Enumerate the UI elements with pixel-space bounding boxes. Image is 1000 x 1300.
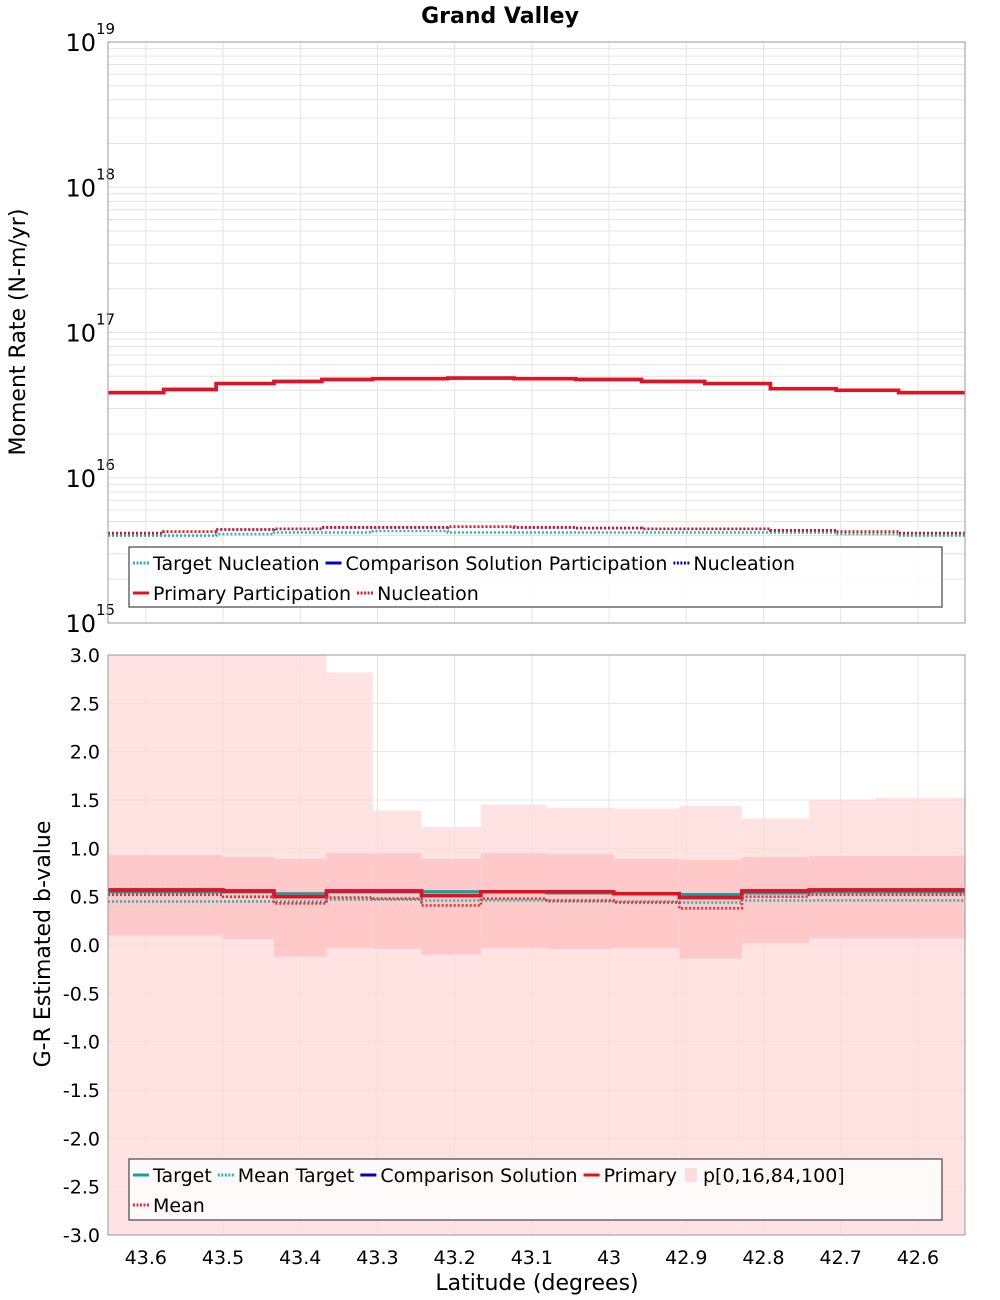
legend-box	[128, 546, 943, 608]
chart-title: Grand Valley	[421, 4, 579, 29]
x-tick-label: 42.7	[820, 1247, 862, 1269]
legend-label-mean-target: Mean Target	[238, 1165, 355, 1187]
legend-label-nucleation: Nucleation	[693, 553, 795, 575]
x-axis-label: Latitude (degrees)	[435, 1271, 638, 1296]
legend-label-nucleation: Nucleation	[377, 583, 479, 605]
series-primary	[108, 888, 965, 900]
y-tick-label: 3.0	[70, 645, 100, 667]
band-p16-p84	[326, 853, 373, 948]
x-tick-label: 43.5	[202, 1247, 244, 1269]
x-tick-label: 42.8	[742, 1247, 784, 1269]
x-tick-label: 42.6	[897, 1247, 939, 1269]
x-tick-label: 43.3	[356, 1247, 398, 1269]
y-tick-exponent: 19	[96, 20, 115, 38]
y-tick-label: -0.5	[63, 983, 100, 1005]
band-p16-p84	[421, 858, 481, 955]
y-tick-label: 10	[65, 465, 96, 493]
band-p16-p84	[223, 857, 274, 940]
y-tick-label: -1.0	[63, 1032, 100, 1054]
bottom-y-axis-label: G-R Estimated b-value	[31, 821, 56, 1068]
y-tick-label: 1.5	[70, 790, 100, 812]
y-tick-label: 2.5	[70, 693, 100, 715]
plot-frame	[107, 654, 966, 1236]
y-tick-label: -3.0	[63, 1225, 100, 1247]
band-p0-p100	[108, 655, 224, 1235]
legend-label-comparison-solution: Comparison Solution	[380, 1165, 577, 1187]
legend-label-target: Target	[152, 1165, 212, 1187]
series-mean	[108, 893, 965, 910]
x-tick-label: 42.9	[665, 1247, 707, 1269]
b-value-panel: 43.6 43.5 43.4 43.3 43.2 43.1 43 42.9 42.8 42.7 42…	[63, 645, 966, 1269]
legend-label-comparison-solution-participation: Comparison Solution Participation	[346, 553, 668, 575]
y-tick-exponent: 15	[96, 601, 115, 619]
y-tick-label: 10	[65, 29, 96, 57]
x-tick-label: 43.1	[511, 1247, 553, 1269]
legend-label-primary: Primary	[604, 1165, 677, 1187]
band-p16-p84	[372, 853, 422, 949]
plot-frame	[107, 41, 966, 624]
y-tick-label: 10	[65, 174, 96, 202]
band-p16-p84	[875, 856, 965, 939]
y-tick-label: -2.0	[63, 1128, 100, 1150]
y-tick-exponent: 17	[96, 311, 115, 329]
legend-swatch-p-0-16-84-100	[684, 1168, 697, 1182]
x-tick-label: 43.4	[279, 1247, 321, 1269]
y-tick-label: 0.0	[70, 935, 100, 957]
band-p0-p100	[326, 672, 373, 1235]
y-tick-label: 10	[65, 610, 96, 638]
series-nucleation-primary	[108, 525, 965, 535]
band-p0-p100	[223, 655, 274, 1235]
band-p16-p84	[273, 858, 327, 957]
legend-label-mean: Mean	[153, 1195, 205, 1217]
series-target-nucleation-mean_target	[108, 529, 965, 537]
y-tick-exponent: 18	[96, 165, 115, 183]
x-tick-label: 43	[597, 1247, 621, 1269]
y-tick-label: 2.0	[70, 742, 100, 764]
legend-box	[128, 1158, 943, 1221]
legend-label-p-0-16-84-100: p[0,16,84,100]	[703, 1165, 845, 1187]
y-tick-label: 10	[65, 320, 96, 348]
band-p16-p84	[809, 856, 876, 939]
legend-label-primary-participation: Primary Participation	[153, 583, 351, 605]
top-y-axis-label: Moment Rate (N-m/yr)	[6, 209, 31, 456]
legend-label-target-nucleation: Target Nucleation	[152, 553, 320, 575]
y-tick-label: 0.5	[70, 887, 100, 909]
y-tick-label: -2.5	[63, 1177, 100, 1199]
series-primary-participation-primary	[108, 376, 965, 395]
y-tick-label: 1.0	[70, 838, 100, 860]
y-tick-label: -1.5	[63, 1080, 100, 1102]
y-tick-exponent: 16	[96, 456, 115, 474]
x-tick-label: 43.6	[125, 1247, 167, 1269]
x-tick-label: 43.2	[434, 1247, 476, 1269]
